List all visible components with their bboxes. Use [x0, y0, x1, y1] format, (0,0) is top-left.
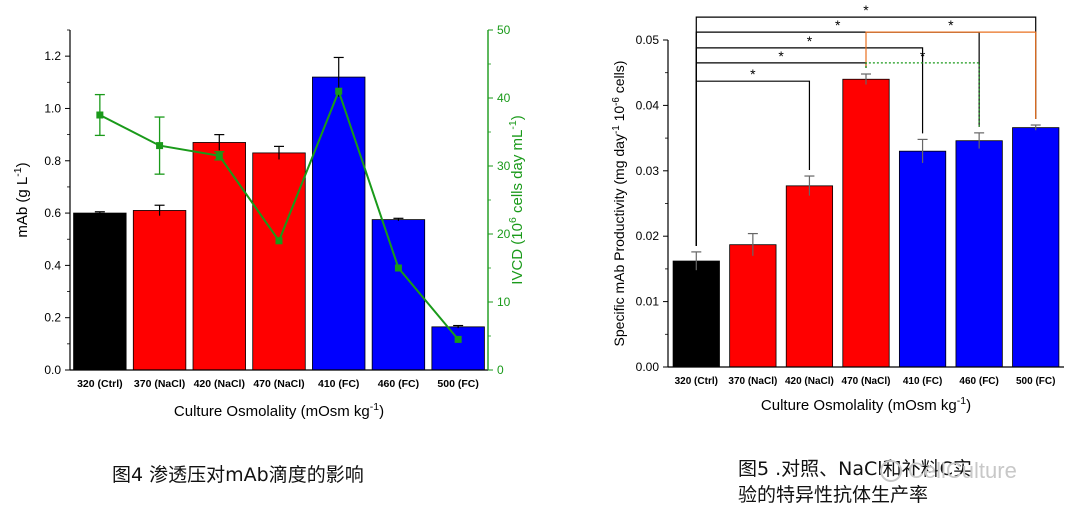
y-tick-label: 1.0 — [44, 101, 61, 115]
x-tick-label: 370 (NaCl) — [728, 376, 777, 387]
x-tick-label: 500 (FC) — [1016, 376, 1055, 387]
bracket-line — [865, 31, 1037, 120]
watermark-text: CellCulture — [908, 458, 1017, 483]
watermark: CellCulture — [880, 458, 1017, 484]
ivcd-point — [275, 237, 283, 245]
bar — [785, 185, 834, 368]
ivcd-point — [96, 111, 104, 119]
x-tick-label: 320 (Ctrl) — [675, 376, 718, 387]
ivcd-point — [394, 264, 402, 272]
significance-bracket: * — [865, 48, 980, 127]
significance-star: * — [807, 33, 813, 49]
x-tick-label: 320 (Ctrl) — [77, 378, 123, 390]
bracket-line — [695, 62, 867, 246]
bracket-line — [695, 80, 811, 246]
y-tick-label: 0.8 — [44, 154, 61, 168]
significance-star: * — [778, 48, 784, 64]
y-tick-label: 0.01 — [636, 295, 660, 309]
bracket-line — [865, 62, 980, 127]
significance-star: * — [920, 48, 926, 64]
figure-5-caption-line-2: 验的特异性抗体生产率 — [738, 484, 929, 506]
bar — [898, 150, 947, 368]
y-tick-label: 0.6 — [44, 206, 61, 220]
y-tick-label: 0.04 — [636, 98, 660, 112]
y2-tick-label: 10 — [497, 295, 511, 309]
bar — [73, 212, 127, 371]
significance-star: * — [750, 66, 756, 82]
figure-4-caption: 图4 渗透压对mAb滴度的影响 — [112, 464, 364, 486]
y-tick-label: 0.4 — [44, 258, 61, 272]
bar — [431, 326, 485, 371]
y2-tick-label: 50 — [497, 23, 511, 37]
x-tick-label: 410 (FC) — [903, 376, 942, 387]
ivcd-point — [454, 335, 462, 343]
bar — [252, 152, 306, 371]
x-tick-label: 470 (NaCl) — [253, 378, 304, 390]
significance-bracket: * — [695, 66, 811, 246]
ivcd-point — [335, 87, 343, 95]
x-tick-label: 460 (FC) — [959, 376, 998, 387]
x-tick-label: 420 (NaCl) — [785, 376, 834, 387]
y2-tick-label: 30 — [497, 159, 511, 173]
y2-tick-label: 0 — [497, 363, 504, 377]
y-axis-label: mAb (g L-1) — [12, 162, 31, 237]
significance-star: * — [948, 17, 954, 33]
figure-5-caption-line-1: 图5 .对照、NaCl和补料C实 — [738, 458, 972, 480]
ivcd-point — [156, 142, 164, 150]
chart-fig4: 0.0 0.2 0.4 0.6 0.8 1.0 1.2 0 10 20 30 40 50 320 (Ctr… — [12, 23, 526, 420]
chart-fig5: * * * * * * * 0.00 0.01 0.02 0.03 0.04 0.05 320 (Ctrl… — [611, 2, 1064, 414]
y-tick-label: 0.05 — [636, 33, 660, 47]
y2-tick-label: 20 — [497, 227, 511, 241]
bar — [1012, 127, 1060, 368]
y2-axis-label: IVCD (106 cells day mL-1) — [507, 115, 526, 284]
bar — [312, 76, 366, 371]
x-tick-label: 420 (NaCl) — [194, 378, 245, 390]
x-tick-label: 470 (NaCl) — [842, 376, 891, 387]
y2-tick-label: 40 — [497, 91, 511, 105]
bar — [672, 260, 720, 368]
significance-star: * — [835, 17, 841, 33]
x-axis-label: Culture Osmolality (mOsm kg-1) — [761, 395, 971, 414]
ivcd-point — [215, 152, 223, 160]
bar — [132, 210, 187, 371]
x-tick-label: 460 (FC) — [378, 378, 419, 390]
bar — [192, 142, 246, 371]
x-tick-label: 370 (NaCl) — [134, 378, 185, 390]
bar — [955, 140, 1003, 368]
figure-5-caption: 图5 .对照、NaCl和补料C实 验的特异性抗体生产率 — [738, 456, 1058, 508]
y-tick-label: 0.03 — [636, 164, 660, 178]
x-tick-label: 410 (FC) — [318, 378, 359, 390]
significance-bracket: * — [865, 17, 1037, 120]
bar — [729, 244, 777, 368]
bar — [371, 219, 426, 371]
watermark-icon — [880, 460, 902, 482]
y-tick-label: 0.02 — [636, 229, 660, 243]
y-axis-label: Specific mAb Productivity (mg day-1 10-6… — [611, 61, 628, 347]
significance-bracket: * — [695, 48, 867, 246]
y-tick-label: 1.2 — [44, 49, 61, 63]
y-tick-label: 0.2 — [44, 311, 61, 325]
y-tick-label: 0.00 — [636, 360, 660, 374]
bar — [842, 78, 890, 368]
y-tick-label: 0.0 — [44, 363, 61, 377]
x-axis-label: Culture Osmolality (mOsm kg-1) — [174, 401, 384, 420]
x-tick-label: 500 (FC) — [437, 378, 478, 390]
significance-star: * — [863, 2, 869, 18]
